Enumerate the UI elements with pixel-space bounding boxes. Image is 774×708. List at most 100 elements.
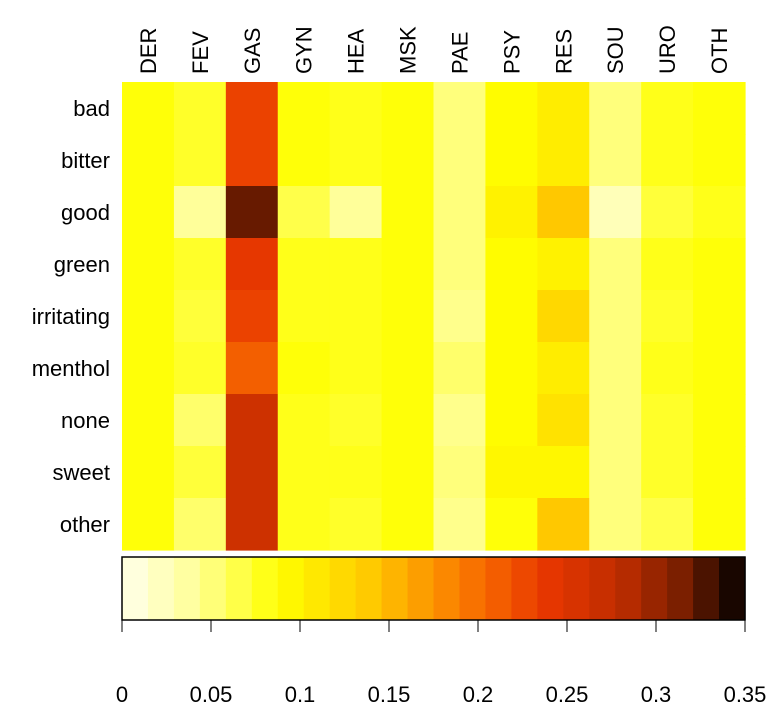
heatmap-cell xyxy=(381,290,435,343)
colorbar-step xyxy=(303,557,331,620)
column-label: OTH xyxy=(707,28,732,74)
colorbar-step xyxy=(277,557,305,620)
heatmap-cell xyxy=(225,238,279,291)
colorbar-step xyxy=(615,557,642,620)
heatmap-cell xyxy=(485,82,538,135)
heatmap-cell xyxy=(433,134,487,187)
heatmap-cell xyxy=(277,134,331,187)
heatmap-cell xyxy=(693,290,746,343)
heatmap-cell xyxy=(329,134,383,187)
heatmap-cell xyxy=(693,134,746,187)
heatmap-cell xyxy=(537,394,590,447)
heatmap-cell xyxy=(537,290,590,343)
heatmap-cell xyxy=(329,82,383,135)
column-label: GYN xyxy=(292,26,317,74)
heatmap-cell xyxy=(433,394,487,447)
heatmap-cell xyxy=(589,186,642,239)
heatmap-cell xyxy=(122,186,175,239)
heatmap-cell xyxy=(277,446,331,499)
heatmap-cell xyxy=(329,186,383,239)
colorbar-step xyxy=(693,557,720,620)
heatmap-cell xyxy=(693,446,746,499)
heatmap-cell xyxy=(329,446,383,499)
heatmap-cell xyxy=(589,498,642,551)
heatmap-cell xyxy=(485,498,538,551)
heatmap-cells xyxy=(122,82,746,551)
colorbar-step xyxy=(355,557,383,620)
heatmap-cell xyxy=(122,82,175,135)
colorbar-step xyxy=(589,557,616,620)
colorbar-step xyxy=(407,557,435,620)
heatmap-cell xyxy=(537,498,590,551)
colorbar-tick-label: 0.1 xyxy=(285,682,316,707)
heatmap-cell xyxy=(122,394,175,447)
colorbar-step xyxy=(485,557,512,620)
heatmap-cell xyxy=(589,446,642,499)
heatmap-cell xyxy=(641,342,694,395)
colorbar-tick-label: 0.15 xyxy=(368,682,411,707)
colorbar-axis: 0 0.05 0.1 0.15 0.2 0.25 0.3 0.35 xyxy=(116,619,767,707)
heatmap-cell xyxy=(433,186,487,239)
heatmap-cell xyxy=(433,342,487,395)
colorbar-step xyxy=(667,557,694,620)
heatmap-cell xyxy=(537,238,590,291)
heatmap-cell xyxy=(537,82,590,135)
heatmap-cell xyxy=(433,290,487,343)
heatmap-cell xyxy=(641,238,694,291)
heatmap-cell xyxy=(225,342,279,395)
heatmap-cell xyxy=(641,498,694,551)
column-label: RES xyxy=(551,29,576,74)
heatmap-cell xyxy=(277,342,331,395)
colorbar-step xyxy=(381,557,409,620)
heatmap-cell xyxy=(173,290,227,343)
heatmap-cell xyxy=(173,394,227,447)
column-label: DER xyxy=(136,28,161,74)
column-label: HEA xyxy=(344,28,369,74)
heatmap-cell xyxy=(122,290,175,343)
row-label: menthol xyxy=(32,356,110,381)
colorbar-step xyxy=(251,557,279,620)
column-label: FEV xyxy=(188,31,213,74)
column-label: URO xyxy=(655,25,680,74)
heatmap-cell xyxy=(122,342,175,395)
colorbar-step xyxy=(563,557,590,620)
colorbar xyxy=(121,556,746,621)
heatmap-cell xyxy=(329,238,383,291)
row-label: sweet xyxy=(53,460,110,485)
colorbar-step xyxy=(537,557,564,620)
colorbar-step xyxy=(173,557,201,620)
colorbar-tick-label: 0.05 xyxy=(190,682,233,707)
heatmap-cell xyxy=(173,134,227,187)
heatmap-cell xyxy=(485,134,538,187)
heatmap-cell xyxy=(537,446,590,499)
colorbar-step xyxy=(199,557,227,620)
heatmap-cell xyxy=(329,394,383,447)
heatmap-cell xyxy=(485,446,538,499)
heatmap-cell xyxy=(589,134,642,187)
heatmap-cell xyxy=(277,82,331,135)
colorbar-tick-label: 0.35 xyxy=(724,682,767,707)
heatmap-cell xyxy=(693,186,746,239)
heatmap-cell xyxy=(225,134,279,187)
heatmap-cell xyxy=(173,446,227,499)
colorbar-tick-label: 0.2 xyxy=(463,682,494,707)
heatmap-cell xyxy=(485,290,538,343)
colorbar-step xyxy=(433,557,461,620)
colorbar-step xyxy=(459,557,487,620)
row-labels: bad bitter good green irritating menthol none s… xyxy=(32,96,110,537)
heatmap-cell xyxy=(173,186,227,239)
heatmap-cell xyxy=(381,134,435,187)
heatmap-cell xyxy=(485,238,538,291)
heatmap-cell xyxy=(693,394,746,447)
heatmap-cell xyxy=(589,82,642,135)
colorbar-step xyxy=(147,557,175,620)
heatmap-cell xyxy=(433,498,487,551)
row-label: bad xyxy=(73,96,110,121)
heatmap-cell xyxy=(329,290,383,343)
heatmap-cell xyxy=(225,290,279,343)
heatmap-cell xyxy=(122,498,175,551)
colorbar-step xyxy=(511,557,538,620)
heatmap-cell xyxy=(122,134,175,187)
heatmap-cell xyxy=(381,342,435,395)
heatmap-cell xyxy=(641,186,694,239)
